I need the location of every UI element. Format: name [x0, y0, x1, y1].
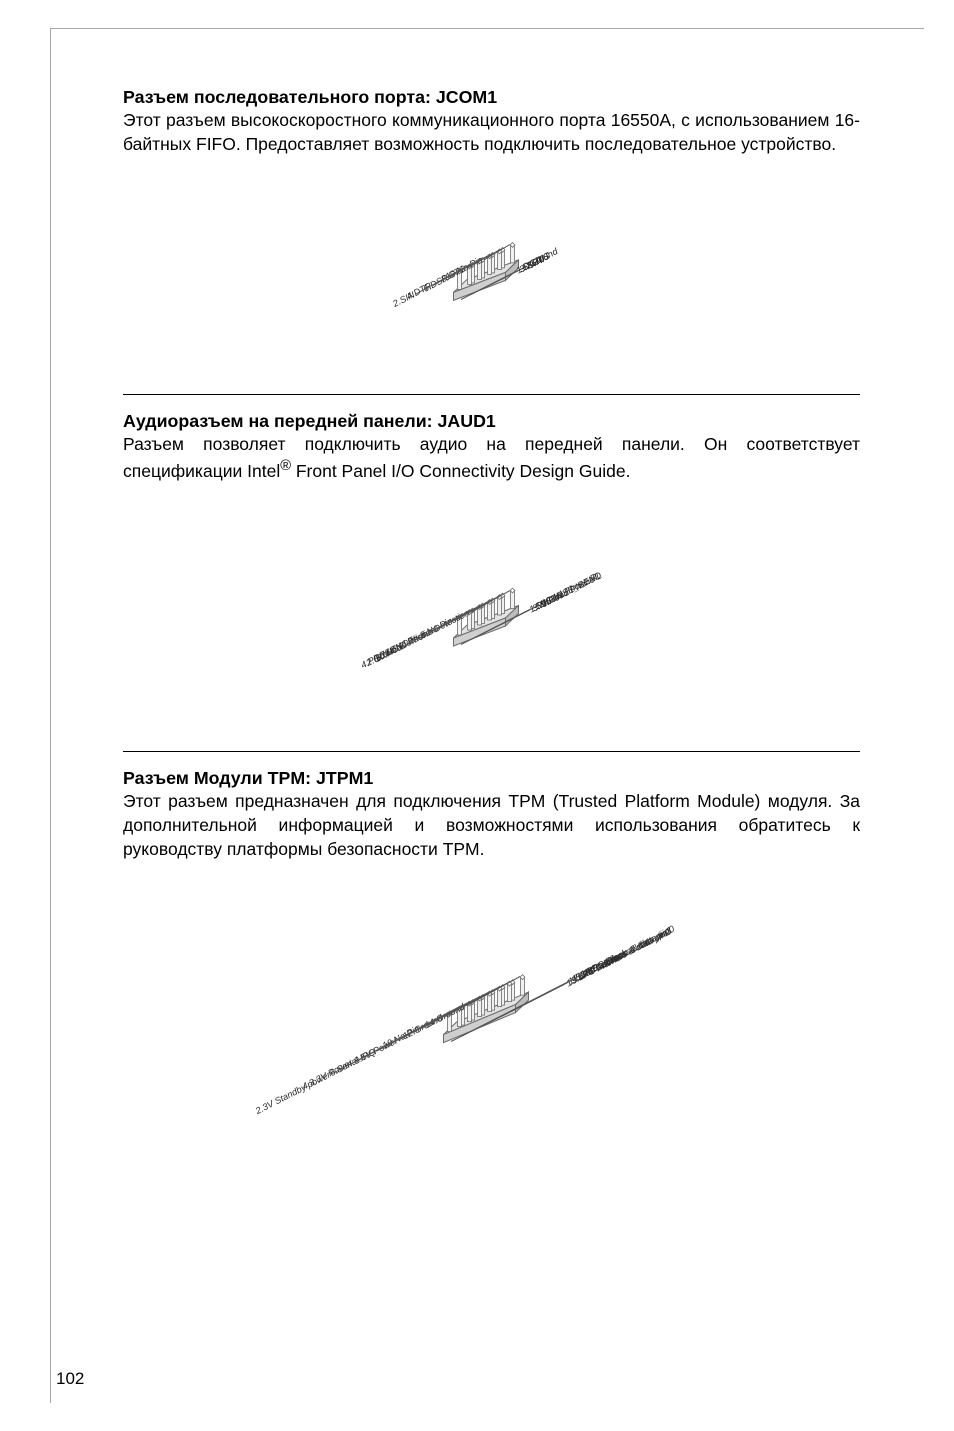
page-content: Разъем последовательного порта: JCOM1 Эт… [51, 29, 924, 1119]
body-jaud1: Разъем позволяет подключить аудио на пер… [123, 433, 860, 483]
separator-1 [123, 394, 860, 395]
page-frame: Разъем последовательного порта: JCOM1 Эт… [50, 28, 924, 1403]
diagram-jaud1: 10.Head Phone Detection8.No Pin6.MIC Det… [123, 511, 860, 711]
heading-jaud1: Аудиоразъем на передней панели: JAUD1 [123, 409, 860, 433]
connector-jtpm1: 14.Ground12.Ground10.No Pin8.5V Power6.S… [232, 889, 752, 1119]
body-jaud1-post: Front Panel I/O Connectivity Design Guid… [291, 461, 630, 481]
diagram-jcom1: 10.No Pin8.CTS6.DSR4.DTR2.SIN9.RI7.RTS5.… [123, 184, 860, 354]
body-jcom1: Этот разъем высокоскоростного коммуникац… [123, 109, 860, 156]
section-jaud1: Аудиоразъем на передней панели: JAUD1 Ра… [123, 409, 860, 711]
page-number: 102 [56, 1369, 84, 1389]
section-jcom1: Разъем последовательного порта: JCOM1 Эт… [123, 85, 860, 354]
section-jtpm1: Разъем Модули TPM: JTPM1 Этот разъем пре… [123, 766, 860, 1119]
body-jaud1-sup: ® [280, 458, 291, 474]
separator-2 [123, 751, 860, 752]
diagram-jtpm1: 14.Ground12.Ground10.No Pin8.5V Power6.S… [123, 889, 860, 1119]
connector-jaud1: 10.Head Phone Detection8.No Pin6.MIC Det… [302, 511, 682, 711]
body-jtpm1: Этот разъем предназначен для подключения… [123, 790, 860, 861]
heading-jtpm1: Разъем Модули TPM: JTPM1 [123, 766, 860, 790]
connector-jcom1: 10.No Pin8.CTS6.DSR4.DTR2.SIN9.RI7.RTS5.… [362, 184, 622, 354]
heading-jcom1: Разъем последовательного порта: JCOM1 [123, 85, 860, 109]
